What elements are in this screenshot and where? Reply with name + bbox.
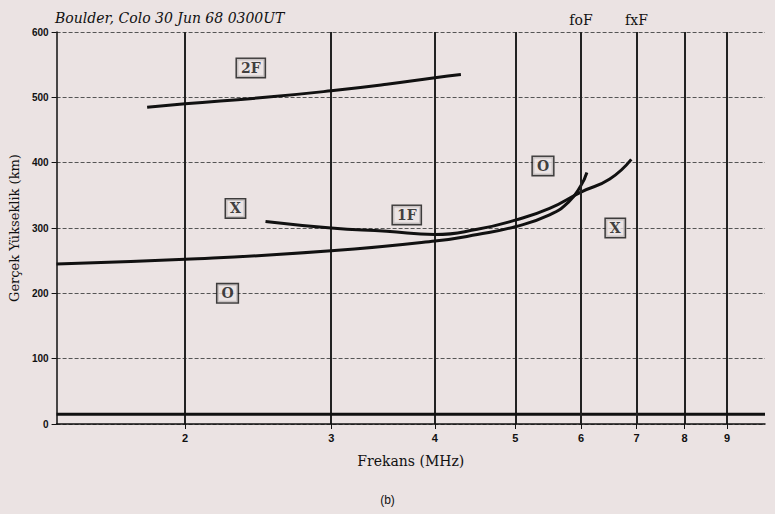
svg-text:X: X: [230, 200, 241, 216]
svg-text:9: 9: [724, 432, 730, 444]
svg-text:O: O: [537, 158, 549, 174]
svg-text:1F: 1F: [397, 207, 417, 223]
svg-text:0: 0: [43, 419, 49, 430]
svg-text:Boulder, Colo 30 Jun 68 0300UT: Boulder, Colo 30 Jun 68 0300UT: [54, 10, 286, 26]
svg-text:300: 300: [32, 223, 49, 234]
svg-text:2F: 2F: [241, 60, 261, 76]
svg-text:400: 400: [32, 157, 49, 168]
svg-text:200: 200: [32, 288, 49, 299]
svg-text:500: 500: [32, 92, 49, 103]
svg-text:X: X: [610, 220, 621, 236]
svg-text:3: 3: [328, 432, 334, 444]
svg-text:6: 6: [578, 432, 584, 444]
svg-text:fxF: fxF: [625, 12, 648, 28]
svg-text:O: O: [221, 285, 233, 301]
svg-text:Gerçek Yükseklik (km): Gerçek Yükseklik (km): [7, 154, 22, 302]
svg-text:foF: foF: [569, 12, 593, 28]
svg-text:5: 5: [512, 432, 518, 444]
svg-text:4: 4: [432, 432, 439, 444]
svg-text:7: 7: [633, 432, 639, 444]
svg-text:8: 8: [682, 432, 688, 444]
svg-text:(b): (b): [380, 493, 395, 507]
svg-text:600: 600: [32, 27, 49, 38]
svg-text:2: 2: [182, 432, 188, 444]
svg-text:Frekans (MHz): Frekans (MHz): [357, 453, 464, 469]
svg-text:100: 100: [32, 353, 49, 364]
